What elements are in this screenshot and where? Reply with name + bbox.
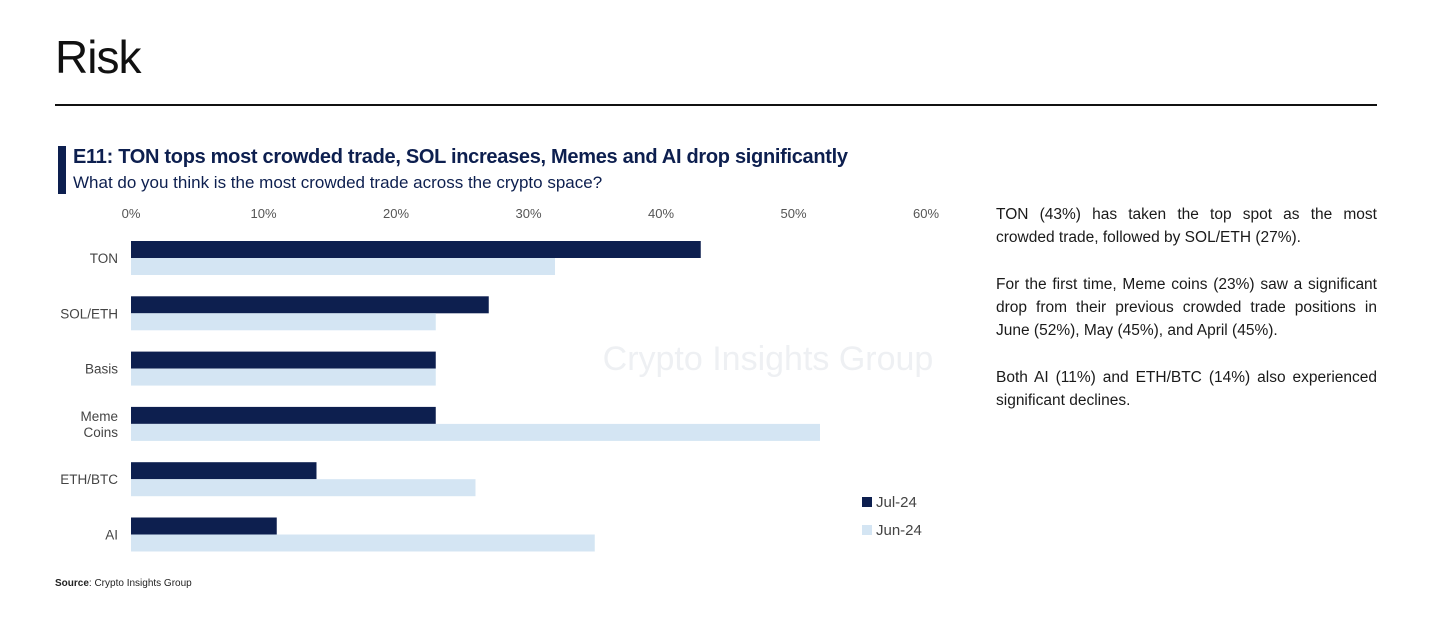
commentary-panel: TON (43%) has taken the top spot as the … (996, 203, 1377, 436)
x-tick-label: 40% (648, 206, 674, 221)
commentary-paragraph: For the first time, Meme coins (23%) saw… (996, 276, 1377, 339)
bar-jun-24 (131, 313, 436, 331)
bar-jun-24 (131, 258, 555, 275)
commentary-paragraph: Both AI (11%) and ETH/BTC (14%) also exp… (996, 369, 1377, 409)
x-tick-label: 50% (780, 206, 806, 221)
bar-jul-24 (131, 462, 317, 480)
watermark: Crypto Insights Group (603, 340, 934, 378)
x-tick-label: 30% (515, 206, 541, 221)
x-tick-label: 10% (250, 206, 276, 221)
category-label: TON (90, 251, 118, 266)
chart-subtitle: What do you think is the most crowded tr… (73, 173, 603, 192)
x-tick-label: 0% (122, 206, 141, 221)
category-label: Basis (85, 362, 118, 377)
legend-swatch (862, 525, 872, 535)
title-divider (55, 104, 1377, 106)
bar-jun-24 (131, 534, 595, 552)
commentary-paragraph: TON (43%) has taken the top spot as the … (996, 206, 1377, 246)
bar-jun-24 (131, 368, 436, 386)
bar-jul-24 (131, 241, 701, 258)
chart-title: E11: TON tops most crowded trade, SOL in… (73, 146, 848, 168)
x-tick-label: 60% (913, 206, 939, 221)
category-label: ETH/BTC (60, 472, 118, 487)
bar-jul-24 (131, 517, 277, 535)
bar-jul-24 (131, 296, 489, 314)
legend-label: Jul-24 (876, 494, 917, 511)
source-label: Source (55, 578, 89, 589)
category-label: SOL/ETH (60, 306, 118, 321)
bar-jun-24 (131, 479, 476, 497)
page-title: Risk (55, 31, 141, 83)
source-note: Source: Crypto Insights Group (55, 578, 192, 589)
bar-jul-24 (131, 406, 436, 424)
bar-jul-24 (131, 351, 436, 369)
category-label: AI (105, 528, 118, 543)
bar-jun-24 (131, 423, 820, 441)
legend-swatch (862, 497, 872, 507)
chart-title-accent-bar (58, 146, 66, 194)
category-label: Meme Coins (80, 409, 118, 440)
legend-label: Jun-24 (876, 522, 922, 539)
source-text: : Crypto Insights Group (88, 578, 192, 589)
x-tick-label: 20% (383, 206, 409, 221)
